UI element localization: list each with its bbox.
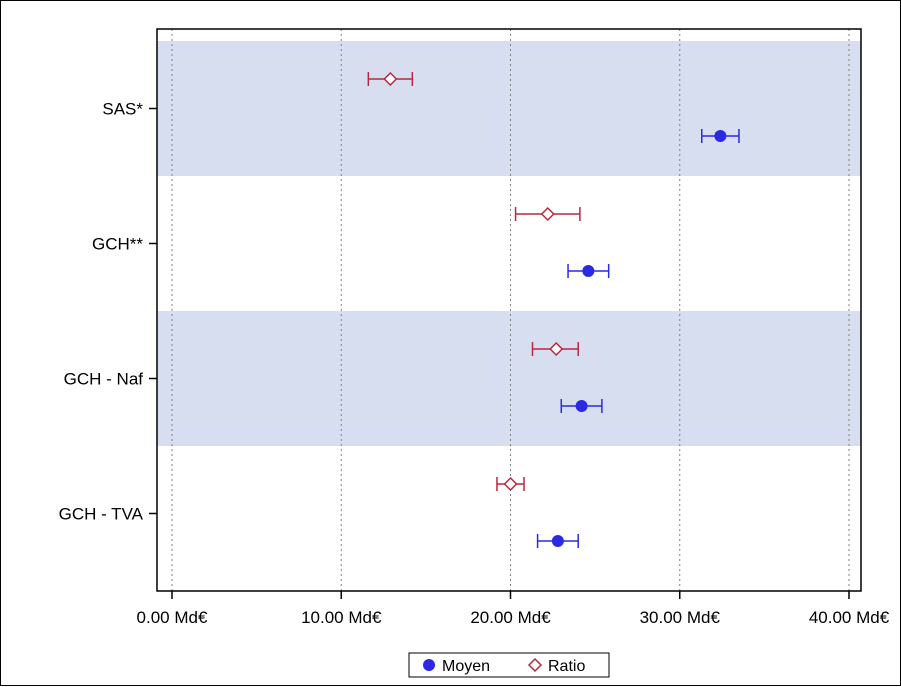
- x-axis: 0.00 Md€ 10.00 Md€ 20.00 Md€ 30.00 Md€ 40.00…: [137, 591, 890, 627]
- grid-lines: [171, 29, 850, 591]
- ratio-point: [503, 476, 518, 492]
- y-tick-label: SAS*: [102, 100, 143, 119]
- x-tick-label: 0.00 Md€: [137, 608, 208, 627]
- legend-moyen-marker: [423, 659, 435, 671]
- legend: Moyen Ratio: [408, 652, 610, 678]
- x-tick-label: 40.00 Md€: [809, 608, 890, 627]
- y-axis: SAS* GCH** GCH - Naf GCH - TVA: [59, 100, 157, 524]
- ratio-point: [549, 341, 564, 357]
- plot-area-border: [156, 28, 862, 592]
- x-tick-label: 30.00 Md€: [640, 608, 721, 627]
- y-tick-label: GCH - Naf: [64, 370, 144, 389]
- legend-moyen-label: Moyen: [442, 658, 490, 675]
- ratio-point: [540, 206, 555, 222]
- moyen-point: [582, 265, 595, 277]
- category-band: [157, 41, 861, 176]
- data-markers: [383, 71, 727, 547]
- x-tick-label: 20.00 Md€: [470, 608, 551, 627]
- y-tick-label: GCH - TVA: [59, 505, 144, 524]
- moyen-point: [575, 400, 588, 412]
- x-tick-label: 10.00 Md€: [301, 608, 382, 627]
- y-tick-label: GCH**: [92, 235, 143, 254]
- legend-ratio-marker: [527, 657, 543, 673]
- moyen-point: [714, 130, 727, 142]
- ratio-point: [383, 71, 398, 87]
- category-band: [157, 311, 861, 446]
- moyen-point: [551, 535, 564, 547]
- legend-ratio-label: Ratio: [548, 658, 585, 675]
- category-bands: [157, 41, 861, 446]
- legend-box: [408, 652, 610, 678]
